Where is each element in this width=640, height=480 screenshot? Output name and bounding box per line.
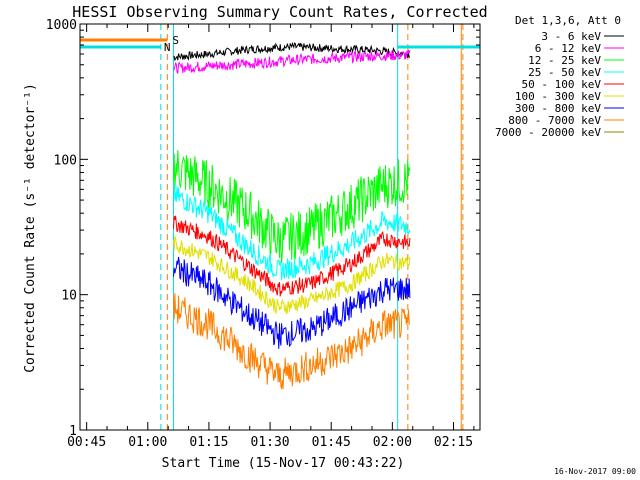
x-tick-label: 01:30 xyxy=(251,435,290,450)
series-line xyxy=(173,236,411,315)
legend-label: 12 - 25 keV xyxy=(528,54,601,67)
y-axis-label: Corrected Count Rate (s⁻¹ detector⁻¹) xyxy=(23,83,38,373)
axes: 00:45 01:00 01:15 01:30 01:45 02:00 02:15 1 10 10… xyxy=(46,18,481,450)
plot-frame xyxy=(79,23,481,431)
x-tick-label: 02:15 xyxy=(434,435,473,450)
series-line xyxy=(173,184,411,281)
legend-title: Det 1,3,6, Att 0 xyxy=(515,14,621,27)
x-tick-label: 02:00 xyxy=(373,435,412,450)
y-tick-label: 10 xyxy=(61,289,77,304)
legend-label: 300 - 800 keV xyxy=(515,102,601,115)
x-axis-label: Start Time (15-Nov-17 00:43:22) xyxy=(162,456,405,471)
y-tick-label: 1 xyxy=(69,424,77,439)
legend-label: 800 - 7000 keV xyxy=(508,114,601,127)
series-line xyxy=(173,49,411,74)
series-line xyxy=(173,41,411,62)
x-tick-label: 01:15 xyxy=(189,435,228,450)
legend-label: 7000 - 20000 keV xyxy=(495,126,601,139)
y-tick-label: 100 xyxy=(54,153,77,168)
saa-flag-label: S xyxy=(172,34,179,47)
series-line xyxy=(173,293,411,390)
series-line xyxy=(173,150,411,264)
series-line xyxy=(173,215,411,297)
series-line xyxy=(173,256,411,349)
x-tick-label: 00:45 xyxy=(67,435,106,450)
legend-label: 50 - 100 keV xyxy=(522,78,602,91)
night-flag-label: N xyxy=(164,41,171,54)
legend-label: 3 - 6 keV xyxy=(541,30,601,43)
legend-label: 25 - 50 keV xyxy=(528,66,601,79)
footer-date: 16-Nov-2017 09:00 xyxy=(554,467,636,476)
series-layer xyxy=(173,41,411,390)
legend-label: 100 - 300 keV xyxy=(515,90,601,103)
x-tick-label: 01:45 xyxy=(312,435,351,450)
x-tick-label: 01:00 xyxy=(128,435,167,450)
chart-title: HESSI Observing Summary Count Rates, Cor… xyxy=(72,3,487,21)
legend-label: 6 - 12 keV xyxy=(535,42,602,55)
y-tick-label: 1000 xyxy=(46,18,77,33)
